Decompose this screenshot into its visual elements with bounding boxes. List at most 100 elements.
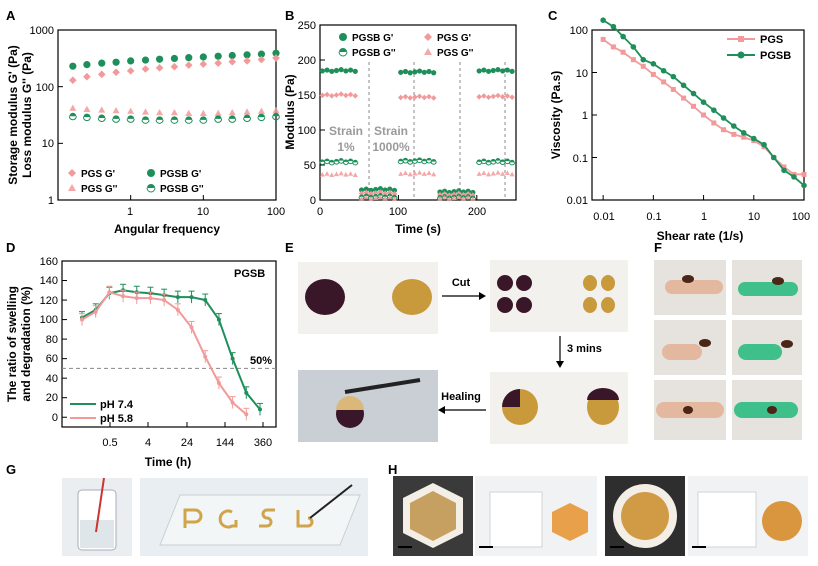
legend-marker-pgsb-gdouble-outline [146,187,156,193]
data-point-pgs-gprime [112,68,120,77]
data-point-pgs-gprime [319,92,326,99]
data-point [258,407,262,412]
data-point-pgs-gprime [324,91,330,98]
chart-d-xtick-label: 0.5 [102,437,117,449]
chart-a-xtick-label: 10 [197,206,209,218]
data-point-pgs-gprime [126,67,135,75]
data-point-pgs-gprime [170,62,179,71]
data-point-pgsb-gdouble [127,115,135,119]
scale-bar [610,546,624,548]
data-point [107,290,112,295]
written-letter [218,509,238,529]
chart-b: Modulus (Pa) Time (s) 0 100 200 0 50 100… [283,20,517,236]
data-point [80,317,84,322]
gel-piece [583,275,597,291]
data-point-pgsb-gdouble-outline [411,160,418,164]
data-point-pgsb-gdouble [243,114,251,118]
scale-bar [479,546,493,548]
gel-piece [497,297,513,313]
data-point-pgs-gdouble [352,172,358,178]
data-point-pgsb-gprime [257,50,266,58]
data-point-pgs-gprime [490,93,497,100]
data-point-pgsb-gdouble [500,159,506,162]
data-point-pgsb-gdouble-outline [272,116,280,121]
data-point-pgs [640,63,646,69]
chart-d-frame [61,260,277,428]
chart-a-ytick-label: 10 [42,138,54,150]
data-point-pgsb-gdouble [391,194,398,198]
data-point-pgsb-gdouble [377,193,383,196]
gel-piece [497,275,513,291]
data-point-pgs-gprime [495,92,501,99]
chart-b-xtick-label: 200 [468,206,486,218]
data-point-pgsb-gprime [373,186,379,193]
chart-c-xtick-label: 1 [701,211,707,223]
data-point-pgs-gprime [363,189,370,196]
data-point-pgsb-gdouble [170,116,178,120]
chart-a-ylabel-2: Loss modulus G'' (Pa) [20,52,34,178]
legend-marker-pgsb [737,51,745,59]
data-point-pgsb-gprime [431,70,437,76]
finger-skin [662,344,702,360]
data-point-pgs-gdouble [495,169,501,175]
data-point-pgsb-gprime [495,67,501,73]
data-point-pgsb [690,90,697,97]
chart-d-ylabel-2: and degradation (%) [19,286,33,401]
data-point-pgsb-gprime [170,54,179,63]
data-point-pgs-gdouble [338,170,344,176]
chart-c-ytick-label: 0.1 [573,153,588,165]
data-point-pgs-gprime [430,95,437,101]
data-point-pgs-gprime [465,191,471,197]
data-point-pgs-gprime [426,93,432,100]
data-point-pgs-gdouble [446,196,452,201]
chart-d-title: PGSB [234,268,265,280]
annotation-strain-value: 1% [337,140,355,154]
data-point [216,381,221,386]
data-point-pgs-gdouble [391,196,398,201]
glass-slide [159,494,361,546]
data-point-pgsb-gdouble [368,194,374,198]
gel-amber [392,279,432,315]
data-point-pgsb-gdouble [407,159,413,162]
gel-healed-purple-part [587,388,619,400]
arrow-head [479,292,486,300]
data-point-pgsb-gdouble-outline [499,161,506,165]
chart-d-ytick-label: 20 [46,392,58,404]
data-point [189,295,194,300]
data-point-pgs-gdouble [358,195,365,201]
data-point-pgsb [640,56,647,63]
annotation-strain: Strain [374,124,408,138]
data-point-pgs-gdouble [112,106,120,114]
data-point-pgs-gprime [328,93,335,99]
data-point-pgs-gprime [343,92,349,99]
gel-on-glove [781,340,793,348]
data-point-pgs-gprime [397,94,404,101]
data-point-pgsb-gdouble [402,157,409,161]
data-point [216,317,221,322]
data-point-pgs-gprime [141,65,150,73]
data-point-pgsb-gdouble [373,193,379,197]
panel-letter-e: E [285,240,294,255]
legend-label: PGS G' [81,169,115,180]
data-point-pgs-gdouble [509,171,515,177]
reference-line-label: 50% [250,355,272,367]
data-point [134,296,139,301]
data-point-pgs-gdouble [398,171,404,176]
data-point-pgsb-gprime [421,69,427,75]
data-point-pgsb-gdouble-outline [257,117,266,122]
gel-held-amber-part [336,396,364,410]
legend-label: PGS G'' [437,48,473,59]
data-point-pgsb-gdouble [185,116,193,120]
data-point-pgs-gdouble [83,105,91,113]
data-point-pgsb-gdouble [141,116,149,120]
gel-purple [305,279,345,315]
data-point-pgsb-gprime [437,189,443,195]
chart-c-xtick-label: 10 [748,211,760,223]
data-point-pgsb-gprime [368,187,374,193]
data-point-pgsb-gdouble [495,158,501,161]
data-point-pgs-gdouble [368,196,374,201]
chart-b-frame [319,24,517,201]
data-point-pgs-gprime [333,92,340,98]
finger-skin [665,280,723,294]
data-point [230,400,235,405]
